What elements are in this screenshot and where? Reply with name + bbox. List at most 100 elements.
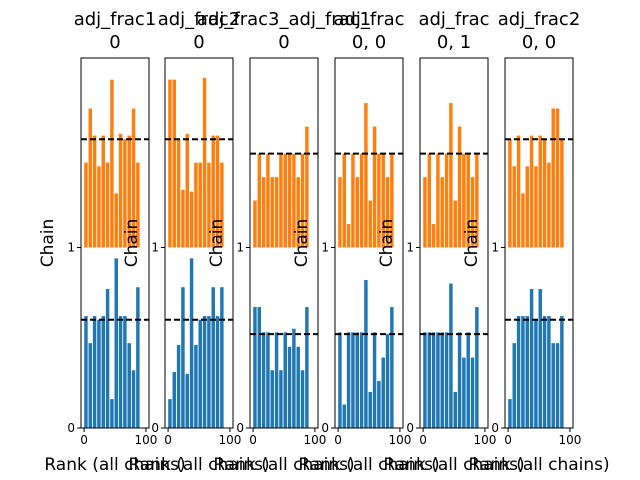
- bar-chain1-6: [105, 162, 110, 248]
- bar-chain1-12: [555, 108, 560, 248]
- bar-chain1-11: [127, 135, 131, 248]
- bar-chain0-5: [101, 316, 105, 428]
- bar-chain1-4: [521, 193, 525, 248]
- bar-chain0-8: [198, 319, 202, 428]
- bar-chain1-13: [390, 153, 394, 248]
- panel-title-line-1: adj_frac1: [74, 9, 157, 30]
- bar-chain1-13: [136, 162, 140, 248]
- bar-chain0-6: [529, 289, 534, 428]
- bar-chain1-11: [551, 108, 555, 248]
- y-tick-label: 1: [236, 241, 244, 255]
- bar-chain0-9: [372, 332, 377, 428]
- bar-chain0-4: [521, 316, 525, 428]
- bar-chain1-2: [512, 166, 516, 248]
- bar-chain1-5: [185, 133, 189, 248]
- bar-chain1-13: [305, 126, 309, 248]
- bar-chain1-13: [560, 139, 564, 248]
- bar-chain1-12: [385, 177, 390, 248]
- bar-chain1-10: [292, 153, 296, 248]
- bar-chain1-2: [342, 153, 346, 248]
- y-axis-label: Chain: [38, 219, 58, 268]
- bar-chain0-4: [436, 332, 440, 428]
- bar-chain1-1: [423, 177, 427, 248]
- bar-chain0-5: [440, 332, 444, 428]
- panel-title-line-1: adj_frac3_adj_frac1: [197, 9, 371, 30]
- bar-chain1-10: [207, 162, 211, 248]
- panel-title-line-2: 0, 1: [437, 32, 471, 53]
- bar-chain1-1: [253, 200, 257, 248]
- bar-chain0-11: [381, 357, 385, 428]
- panel-title-line-1: adj_frac: [333, 9, 404, 30]
- bar-chain1-6: [189, 191, 194, 248]
- bar-chain1-1: [338, 177, 342, 248]
- bar-chain1-6: [529, 135, 534, 248]
- bar-chain0-7: [364, 280, 368, 428]
- y-tick-label: 1: [321, 241, 329, 255]
- bar-chain1-11: [296, 177, 300, 248]
- bar-chain1-1: [168, 79, 172, 248]
- bar-chain1-8: [114, 193, 118, 248]
- axes-frame: [419, 57, 489, 429]
- bar-chain1-4: [181, 189, 185, 248]
- bar-chain0-10: [377, 381, 381, 428]
- bar-chain0-13: [305, 307, 309, 428]
- bar-chain1-5: [525, 166, 529, 248]
- bar-chain1-8: [198, 162, 202, 248]
- bar-chain1-3: [261, 177, 266, 248]
- bar-chain0-2: [88, 343, 92, 428]
- panel-title-line-2: 0, 0: [522, 32, 556, 53]
- bar-chain0-6: [189, 258, 194, 428]
- bar-chain1-7: [110, 79, 114, 248]
- x-tick-label: 100: [558, 433, 581, 447]
- bar-chain1-8: [283, 153, 287, 248]
- bar-chain0-13: [136, 287, 140, 428]
- bar-chain1-7: [449, 103, 453, 248]
- bar-chain0-12: [385, 334, 390, 428]
- bar-chain1-2: [172, 79, 176, 248]
- bar-chain0-8: [538, 289, 542, 428]
- panel-title-line-2: 0, 0: [352, 32, 386, 53]
- bar-chain0-1: [508, 399, 512, 428]
- bar-chain1-9: [202, 77, 207, 248]
- x-axis-label: Rank (all chains): [213, 455, 354, 475]
- panel-title-line-2: 0: [193, 32, 204, 53]
- bar-chain0-1: [423, 332, 427, 428]
- x-tick-label: 100: [473, 433, 496, 447]
- bar-chain0-9: [457, 332, 462, 428]
- bar-chain0-3: [176, 344, 181, 428]
- axes-frame: [164, 57, 234, 429]
- bar-chain0-12: [555, 343, 560, 428]
- bar-chain1-7: [194, 162, 198, 248]
- bar-chain1-4: [351, 153, 355, 248]
- bar-chain0-3: [516, 316, 521, 428]
- bar-chain0-13: [475, 307, 479, 428]
- panel-title-line-1: adj_frac2: [158, 9, 241, 30]
- bar-chain1-2: [427, 153, 431, 248]
- bar-chain1-9: [287, 153, 292, 248]
- bar-chain0-5: [185, 373, 189, 428]
- bar-chain1-11: [381, 153, 385, 248]
- x-axis-label: Rank (all chains): [44, 455, 185, 475]
- x-axis-label: Rank (all chains): [298, 455, 439, 475]
- bar-chain0-4: [97, 319, 101, 428]
- y-tick-label: 0: [67, 421, 75, 435]
- panel-title-line-2: 0: [278, 32, 289, 53]
- bar-chain1-5: [355, 177, 359, 248]
- bar-chain1-7: [364, 103, 368, 248]
- bar-chain0-13: [220, 287, 224, 428]
- x-tick-label: 0: [249, 433, 257, 447]
- bar-chain0-2: [427, 332, 431, 428]
- y-tick-label: 0: [236, 421, 244, 435]
- bar-chain0-4: [181, 287, 185, 428]
- bar-chain1-12: [300, 153, 305, 248]
- bar-chain1-6: [274, 177, 279, 248]
- bar-chain1-10: [123, 139, 127, 248]
- x-tick-label: 100: [303, 433, 326, 447]
- bar-chain1-10: [547, 162, 551, 248]
- y-tick-label: 1: [151, 241, 159, 255]
- bar-chain0-8: [283, 332, 287, 428]
- bar-chain0-12: [131, 370, 136, 428]
- bar-chain1-5: [270, 177, 274, 248]
